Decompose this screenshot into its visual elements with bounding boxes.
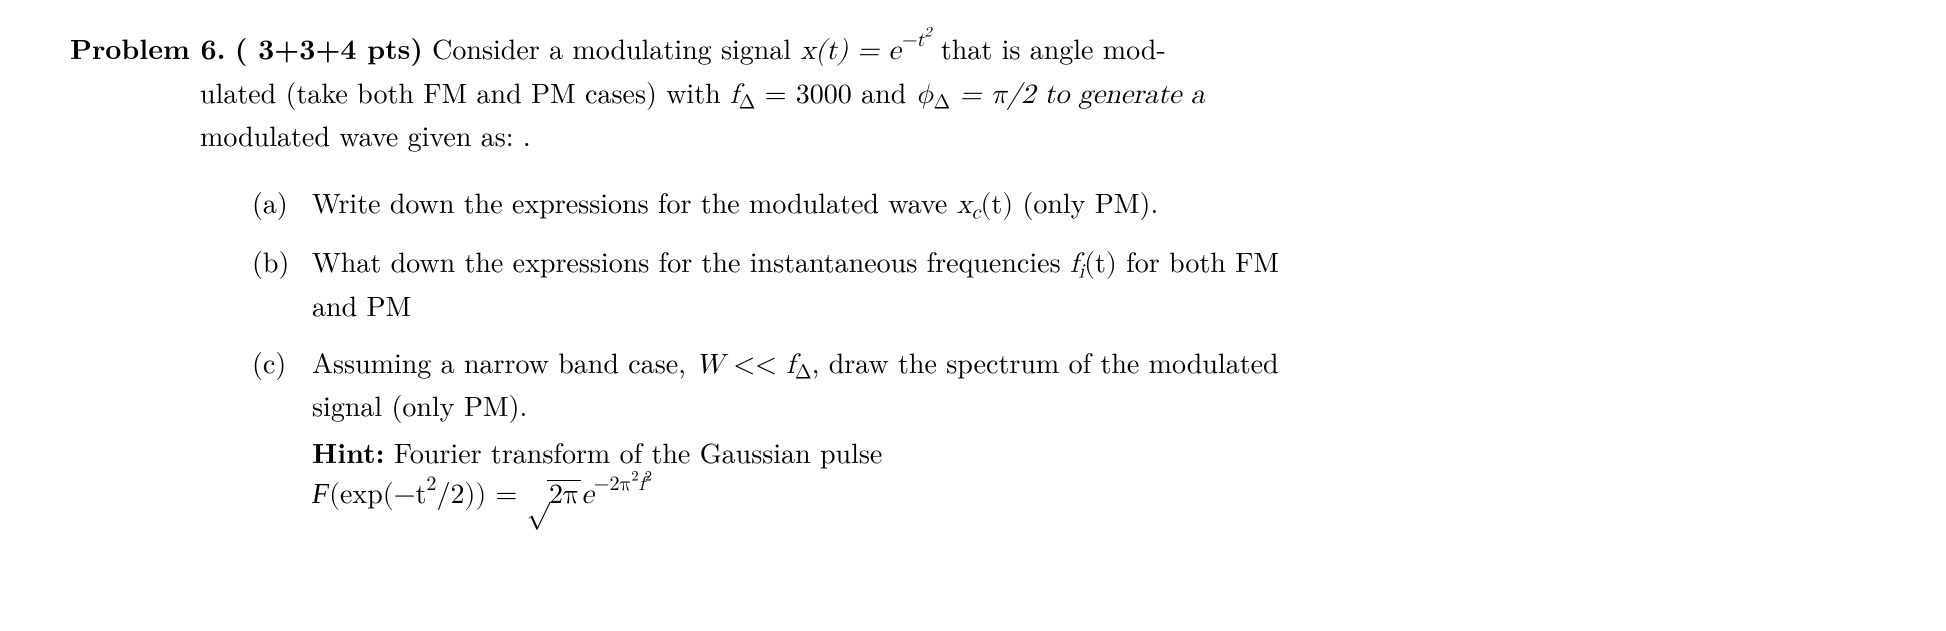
intro-text-1: Consider a modulating signal xyxy=(432,28,800,68)
problem-body-line-2: ulated (take both FM and PM cases) with … xyxy=(70,72,1876,116)
sqrt-icon: √2π xyxy=(527,475,582,516)
problem-body-line-3: modulated wave given as: . xyxy=(70,115,1876,156)
math-fourier-transform: F(exp(−t2/2)) = √2πe−2π2f2 xyxy=(312,481,652,509)
part-a: (a) Write down the expressions for the m… xyxy=(252,182,1876,226)
math-x-of-t: x(t) = e−t2 xyxy=(801,37,932,65)
problem-points: ( 3+3+4 pts) xyxy=(235,28,423,68)
part-c: (c) Assuming a narrow band case, W << fΔ… xyxy=(252,342,1876,516)
math-pi-over-2: = π/2 to generate a xyxy=(950,81,1204,109)
math-f-delta: fΔ xyxy=(730,81,755,109)
math-fi-of-t: fi(t) xyxy=(1070,250,1117,278)
part-b-label: (b) xyxy=(252,241,312,282)
parts-list: (a) Write down the expressions for the m… xyxy=(70,182,1876,516)
math-W: W xyxy=(695,351,724,379)
part-a-label: (a) xyxy=(252,182,312,223)
math-much-less: << xyxy=(724,351,786,379)
math-xc-of-t: xc(t) xyxy=(957,191,1013,219)
problem-heading: Problem 6. ( 3+3+4 pts) Consider a modul… xyxy=(70,28,1876,72)
part-b: (b) What down the expressions for the in… xyxy=(252,241,1876,325)
part-a-text: Write down the expressions for the modul… xyxy=(312,182,1876,226)
part-c-label: (c) xyxy=(252,342,312,383)
problem-block: Problem 6. ( 3+3+4 pts) Consider a modul… xyxy=(70,28,1876,516)
hint-block: Hint: Fourier transform of the Gaussian … xyxy=(312,432,1876,516)
hint-label: Hint: xyxy=(312,432,385,472)
problem-label: Problem 6. xyxy=(70,28,226,68)
part-b-text: What down the expressions for the instan… xyxy=(312,241,1876,325)
intro-text-2: that is angle mod- xyxy=(932,28,1166,68)
hint-text: Fourier transform of the Gaussian pulse xyxy=(385,432,883,472)
math-f-delta-2: fΔ xyxy=(786,351,811,379)
math-phi-delta: ϕΔ xyxy=(916,81,951,109)
part-c-text: Assuming a narrow band case, W << fΔ, dr… xyxy=(312,342,1876,516)
